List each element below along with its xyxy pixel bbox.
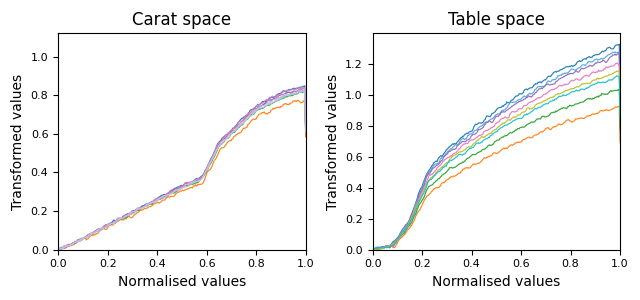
Title: Table space: Table space — [448, 11, 545, 29]
Y-axis label: Transformed values: Transformed values — [326, 74, 340, 210]
Y-axis label: Transformed values: Transformed values — [11, 74, 25, 210]
Title: Carat space: Carat space — [132, 11, 232, 29]
X-axis label: Normalised values: Normalised values — [118, 275, 246, 289]
X-axis label: Normalised values: Normalised values — [432, 275, 561, 289]
